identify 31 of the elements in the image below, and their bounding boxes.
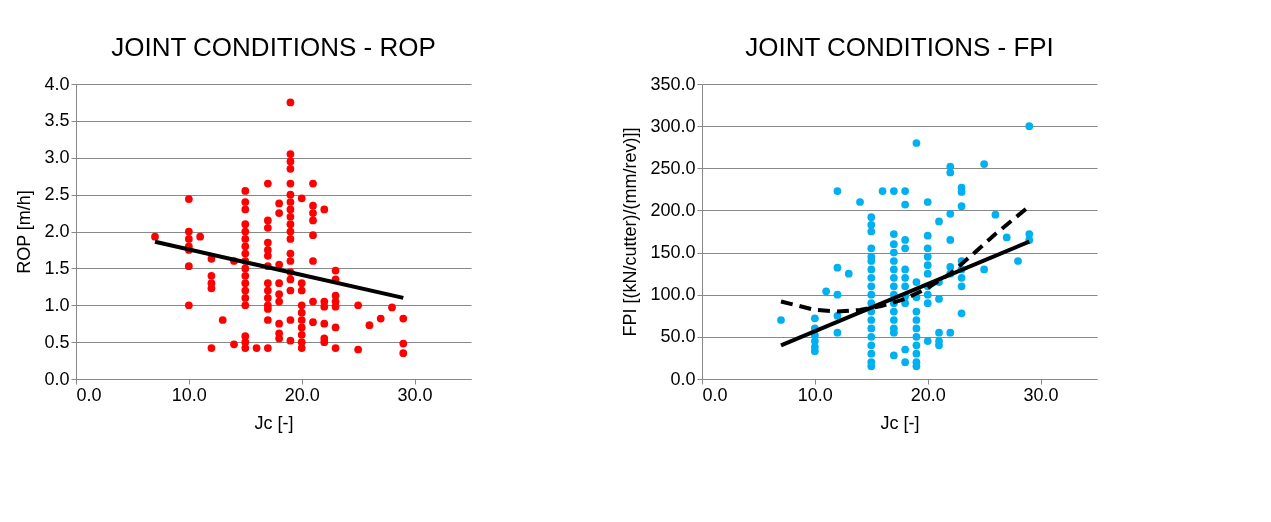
x-tick-label: 0.0 xyxy=(702,384,728,405)
y-tick-label: 150.0 xyxy=(650,242,696,263)
y-tick-label: 4.0 xyxy=(44,73,70,94)
y-axis-title: FPI [(kN/cutter)/(mm/rev)]] xyxy=(620,127,641,337)
x-tick-label: 10.0 xyxy=(797,384,833,405)
y-tick-label: 1.5 xyxy=(44,257,70,278)
y-tick-label: 0.5 xyxy=(44,331,70,352)
x-tick-label: 30.0 xyxy=(397,384,433,405)
x-tick-label: 30.0 xyxy=(1023,384,1059,405)
x-tick-label: 0.0 xyxy=(76,384,102,405)
y-tick-label: 2.0 xyxy=(44,221,70,241)
chart-title: JOINT CONDITIONS - FPI xyxy=(745,32,1054,62)
y-tick-label: 1.0 xyxy=(44,294,70,315)
chart-title: JOINT CONDITIONS - ROP xyxy=(111,32,436,62)
x-tick-label: 20.0 xyxy=(910,384,946,405)
x-tick-label: 10.0 xyxy=(171,384,207,405)
y-tick-label: 350.0 xyxy=(650,73,696,94)
y-tick-label: 3.0 xyxy=(44,147,70,168)
y-tick-label: 300.0 xyxy=(650,115,696,136)
x-tick-label: 20.0 xyxy=(284,384,320,405)
y-tick-label: 0.0 xyxy=(44,368,70,389)
y-tick-label: 3.5 xyxy=(44,110,70,131)
x-axis-title: Jc [-] xyxy=(254,412,294,433)
y-axis-title: ROP [m/h] xyxy=(14,190,35,274)
y-tick-label: 0.0 xyxy=(670,368,696,389)
y-tick-label: 200.0 xyxy=(650,199,696,220)
y-tick-label: 250.0 xyxy=(650,157,696,178)
y-tick-label: 2.5 xyxy=(44,184,70,205)
y-tick-label: 100.0 xyxy=(650,284,696,305)
x-axis-title: Jc [-] xyxy=(880,412,920,433)
y-tick-label: 50.0 xyxy=(660,326,696,347)
